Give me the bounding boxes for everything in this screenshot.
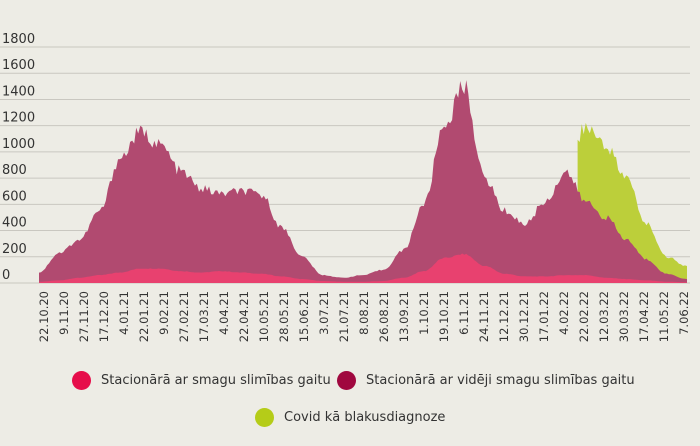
x-tick-label: 19.10.21: [437, 291, 451, 342]
x-tick-label: 30.03.22: [617, 291, 631, 342]
area-moderate: [39, 80, 687, 283]
y-tick-label: 200: [2, 242, 27, 257]
legend-dot-moderate: [337, 371, 356, 390]
y-tick-label: 400: [2, 216, 27, 231]
y-tick-label: 1800: [2, 32, 35, 47]
x-tick-label: 27.02.21: [177, 291, 191, 342]
x-tick-label: 4.04.21: [217, 291, 231, 335]
y-tick-label: 1600: [2, 58, 35, 73]
x-tick-label: 22.10.20: [37, 291, 51, 342]
x-tick-label: 22.01.21: [137, 291, 151, 342]
stacked-areas: [39, 80, 687, 284]
x-tick-label: 13.09.21: [397, 291, 411, 342]
area-severe: [39, 253, 687, 283]
x-tick-label: 27.11.20: [77, 291, 91, 342]
x-tick-label: 1.10.21: [417, 291, 431, 335]
x-tick-label: 3.07.21: [317, 291, 331, 335]
x-tick-label: 22.04.21: [237, 291, 251, 342]
x-tick-label: 12.12.21: [497, 291, 511, 342]
x-tick-label: 28.05.21: [277, 291, 291, 342]
y-tick-label: 1200: [2, 111, 35, 126]
x-tick-label: 15.06.21: [297, 291, 311, 342]
x-tick-label: 4.01.21: [117, 291, 131, 335]
x-tick-label: 9.11.20: [57, 291, 71, 335]
x-tick-label: 12.03.22: [597, 291, 611, 342]
legend-item-incidental: Covid kā blakusdiagnoze: [255, 408, 445, 427]
y-axis-labels: 0 200 400 600 800 1000 1200 1400 1600 1800: [2, 32, 35, 283]
x-tick-label: 9.02.21: [157, 291, 171, 335]
x-tick-label: 4.02.22: [557, 291, 571, 335]
legend-label-severe: Stacionārā ar smagu slimības gaitu: [101, 373, 331, 388]
legend-dot-severe: [72, 371, 91, 390]
x-tick-label: 6.11.21: [457, 291, 471, 335]
y-tick-label: 1000: [2, 137, 35, 152]
y-tick-label: 800: [2, 163, 27, 178]
x-tick-label: 30.12.21: [517, 291, 531, 342]
x-tick-label: 8.08.21: [357, 291, 371, 335]
legend-dot-incidental: [255, 408, 274, 427]
x-tick-label: 24.11.21: [477, 291, 491, 342]
x-tick-label: 17.04.22: [637, 291, 651, 342]
y-tick-label: 0: [2, 268, 10, 283]
legend-label-incidental: Covid kā blakusdiagnoze: [284, 410, 446, 425]
y-tick-label: 600: [2, 189, 27, 204]
legend-item-moderate: Stacionārā ar vidēji smagu slimības gait…: [337, 371, 635, 390]
x-tick-label: 26.08.21: [377, 291, 391, 342]
x-tick-label: 10.05.21: [257, 291, 271, 342]
legend-label-moderate: Stacionārā ar vidēji smagu slimības gait…: [366, 373, 635, 388]
x-tick-label: 17.01.22: [537, 291, 551, 342]
x-tick-label: 22.02.22: [577, 291, 591, 342]
x-tick-label: 17.03.21: [197, 291, 211, 342]
legend-item-severe: Stacionārā ar smagu slimības gaitu: [72, 371, 331, 390]
x-axis-labels: 22.10.20 9.11.20 27.11.20 17.12.20 4.01.21 22…: [37, 291, 691, 342]
x-tick-label: 7.06.22: [677, 291, 691, 335]
x-tick-label: 21.07.21: [337, 291, 351, 342]
y-tick-label: 1400: [2, 84, 35, 99]
x-tick-label: 17.12.20: [97, 291, 111, 342]
x-tick-label: 11.05.22: [657, 291, 671, 342]
